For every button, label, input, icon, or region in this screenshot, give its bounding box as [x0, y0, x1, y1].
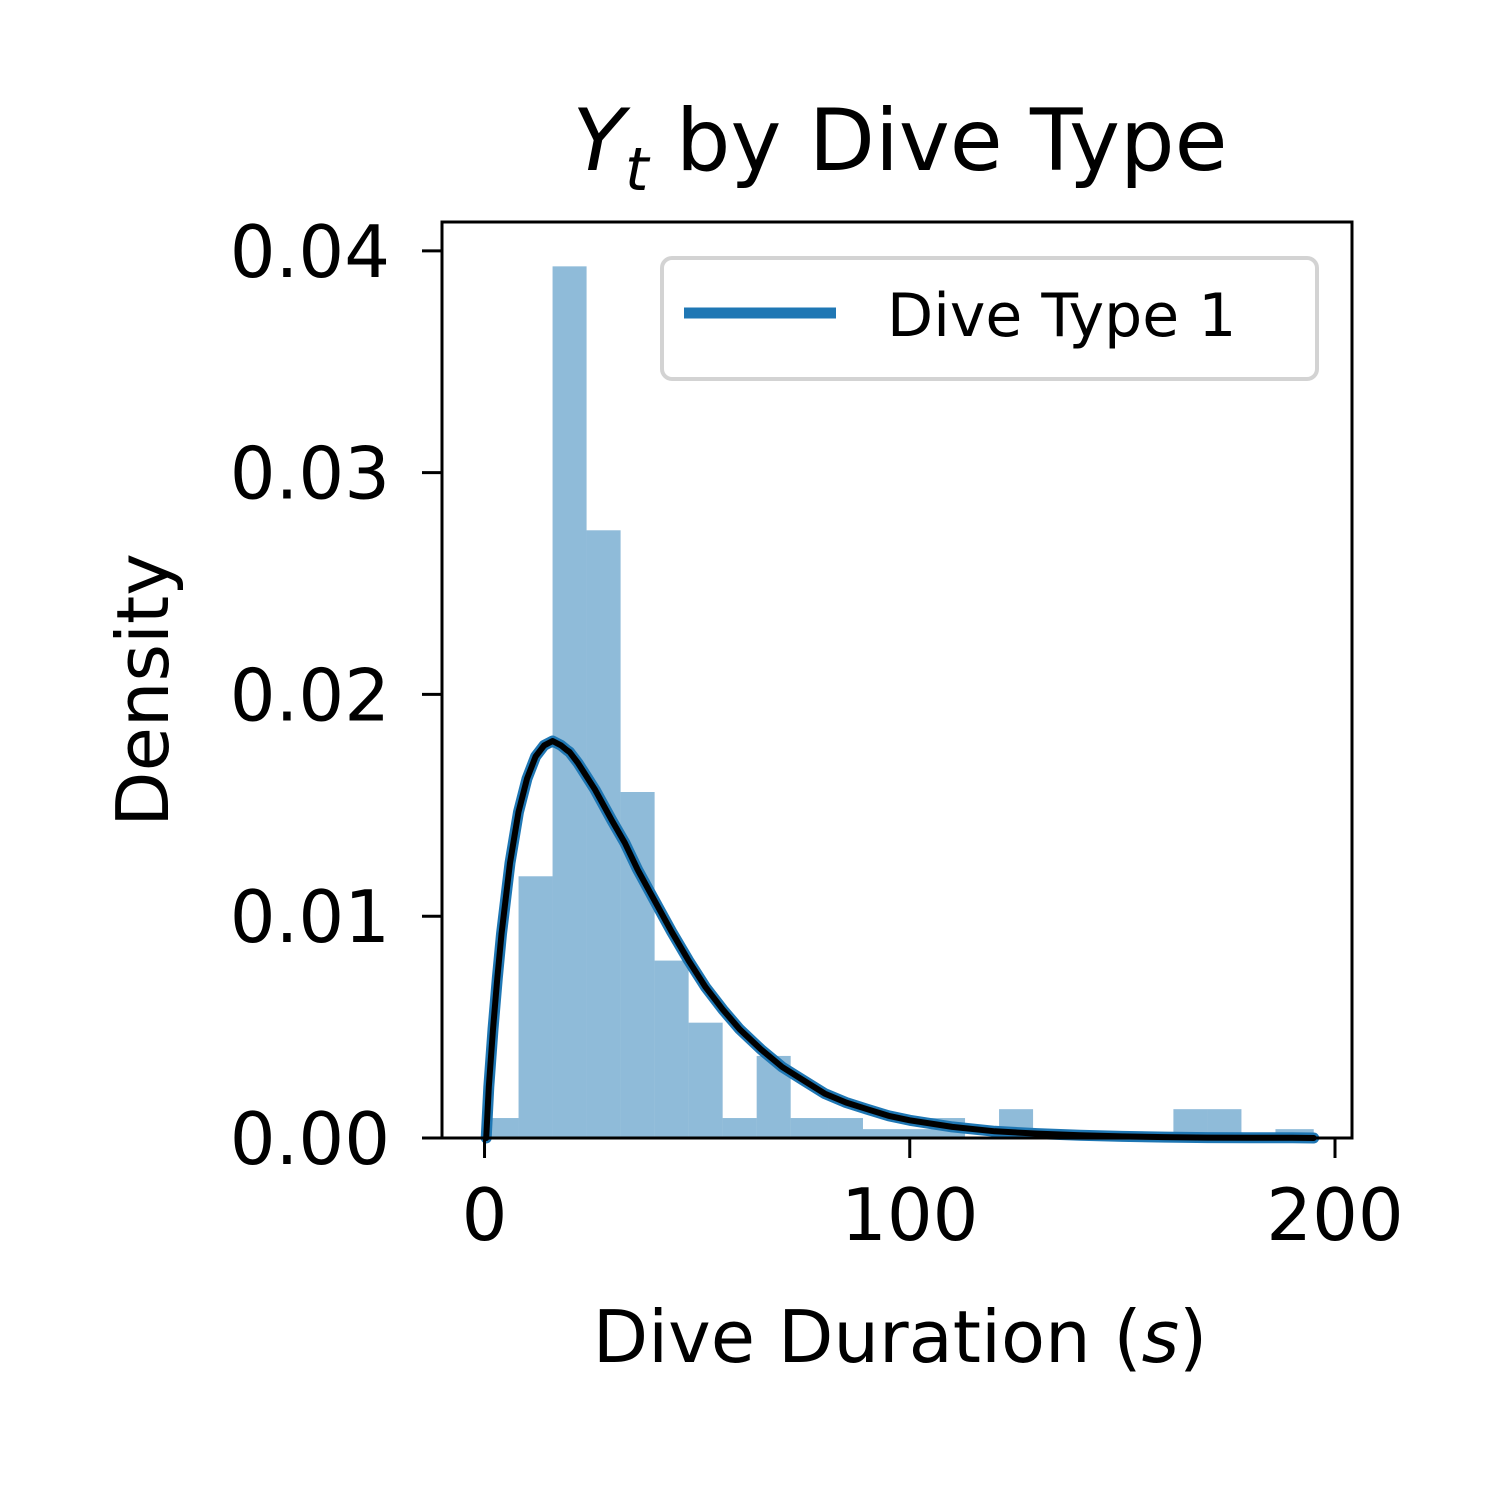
- x-axis-label: Dive Duration (s): [593, 1295, 1208, 1379]
- legend: Dive Type 1: [660, 256, 1319, 381]
- y-tick-label-3: 0.03: [230, 432, 390, 516]
- histogram-bar-6: [654, 960, 689, 1138]
- x-tick-label-100: 100: [841, 1173, 978, 1257]
- histogram-bar-11: [828, 1118, 863, 1138]
- y-tick-label-1: 0.01: [230, 875, 390, 959]
- legend-box: [660, 256, 1319, 381]
- axes-frame: [440, 220, 1354, 1140]
- plot-area: [480, 266, 1320, 1144]
- density-curve-1: [483, 738, 1317, 1141]
- histogram-bar-12: [862, 1129, 897, 1138]
- histogram-bar-10: [790, 1118, 829, 1138]
- x-axis-label-suffix: ): [1179, 1295, 1207, 1379]
- x-axis-label-variable: s: [1142, 1295, 1180, 1379]
- histogram-bar-3: [552, 266, 587, 1138]
- x-tick-label-0: 0: [462, 1173, 508, 1257]
- y-tick-label-0: 0.00: [230, 1097, 390, 1181]
- chart-title: Yt by Dive Type: [572, 91, 1227, 205]
- histogram-bar-1: [490, 1118, 519, 1138]
- y-axis-label: Density: [101, 553, 185, 827]
- histogram-bar-2: [518, 876, 553, 1138]
- y-tick-label-2: 0.02: [230, 653, 390, 737]
- chart-title-variable: Y: [572, 91, 631, 191]
- legend-label-dive-type-1: Dive Type 1: [887, 281, 1236, 351]
- histogram-bar-7: [688, 1022, 723, 1138]
- y-tick-label-4: 0.04: [230, 210, 390, 294]
- axis-ticks: 0 100 200 0.00 0.01 0.02 0.03 0.04: [230, 210, 1404, 1257]
- x-tick-label-200: 200: [1266, 1173, 1403, 1257]
- histogram-bar-8: [722, 1118, 757, 1138]
- x-axis-label-prefix: Dive Duration (: [593, 1295, 1142, 1379]
- histogram-bar-13: [897, 1129, 932, 1138]
- chart-title-subscript: t: [625, 135, 651, 205]
- chart-title-rest: by Dive Type: [649, 91, 1228, 191]
